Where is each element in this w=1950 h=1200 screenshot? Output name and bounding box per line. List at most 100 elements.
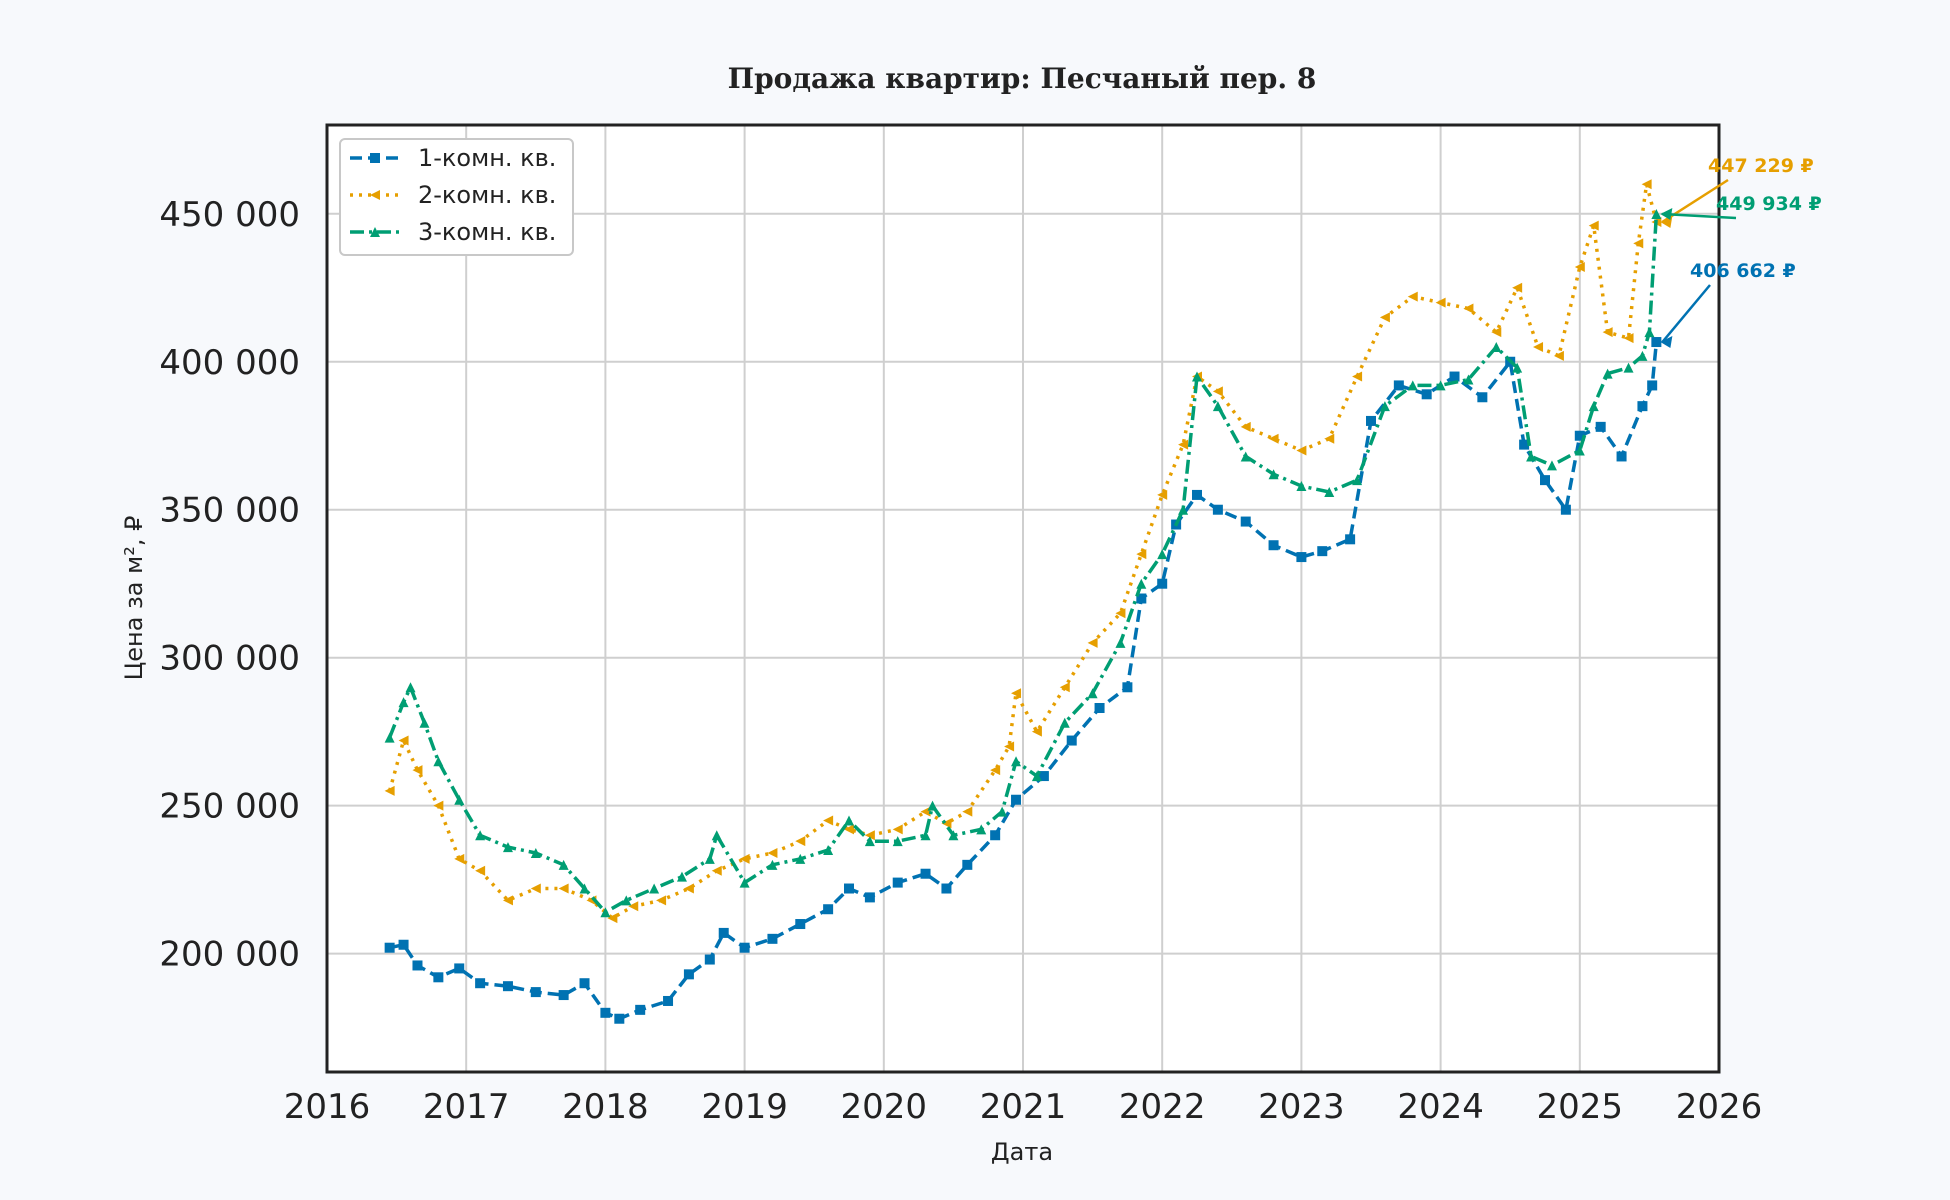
data-point: [920, 868, 931, 879]
annotation-arrowhead: [1660, 336, 1673, 349]
data-point: [1540, 475, 1550, 486]
data-point: [1633, 238, 1644, 249]
data-point: [1526, 451, 1537, 462]
data-point: [1616, 451, 1627, 462]
x-tick-label: 2022: [1119, 1087, 1206, 1127]
data-point: [1115, 608, 1126, 619]
data-point: [1031, 726, 1042, 737]
data-point: [997, 806, 1008, 817]
data-point: [1136, 578, 1147, 589]
data-point: [398, 735, 409, 746]
annotation-label: 406 662 ₽: [1690, 260, 1796, 282]
data-point: [1011, 688, 1022, 699]
data-point: [1011, 794, 1022, 805]
data-point: [1240, 516, 1251, 527]
data-point: [530, 848, 541, 859]
data-point: [1094, 702, 1105, 713]
data-point: [739, 877, 750, 888]
data-point: [1178, 504, 1189, 515]
data-point: [412, 960, 423, 971]
data-point: [1647, 380, 1658, 391]
data-point: [1366, 415, 1376, 426]
annotation-label: 447 229 ₽: [1708, 155, 1814, 177]
series-line: [387, 182, 1659, 920]
data-point: [990, 765, 1001, 776]
data-point: [941, 818, 952, 829]
series-2: [384, 179, 1662, 924]
data-point: [1644, 327, 1655, 338]
data-point: [1059, 682, 1070, 693]
annotation-arrow: [1662, 212, 1737, 220]
series-line: [389, 341, 1659, 1021]
data-point: [579, 978, 590, 989]
data-point: [704, 954, 715, 965]
y-tick-label: 350 000: [159, 491, 300, 531]
data-point: [1268, 469, 1279, 480]
data-point: [558, 859, 569, 870]
data-point: [1463, 374, 1474, 385]
data-point: [1157, 578, 1168, 589]
data-point: [1157, 549, 1168, 560]
data-point: [1345, 534, 1356, 545]
data-point: [1268, 540, 1279, 551]
data-point: [1136, 549, 1147, 560]
data-point: [454, 794, 465, 805]
legend-item: 1-комн. кв.: [350, 144, 556, 172]
data-point: [844, 815, 854, 826]
data-point: [502, 842, 513, 853]
data-point: [530, 883, 541, 894]
data-point: [1595, 421, 1606, 432]
data-point: [1574, 262, 1585, 273]
data-point: [1059, 717, 1070, 728]
data-point: [683, 969, 694, 980]
data-point: [1519, 439, 1530, 450]
data-point: [892, 836, 903, 847]
legend: 1-комн. кв. 2-комн. кв. 3-комн. кв.: [339, 138, 574, 256]
data-point: [676, 871, 687, 882]
data-point: [795, 853, 806, 864]
data-point: [384, 732, 395, 743]
data-point: [962, 859, 973, 870]
data-point: [1324, 486, 1335, 497]
x-tick-label: 2020: [841, 1087, 928, 1127]
x-tick-label: 2021: [980, 1087, 1067, 1127]
annotation-label: 449 934 ₽: [1716, 193, 1822, 215]
data-point: [433, 800, 444, 811]
y-tick-label: 200 000: [159, 935, 300, 975]
data-point: [767, 859, 778, 870]
legend-box: [339, 138, 574, 256]
data-point: [1574, 430, 1585, 441]
x-tick-label: 2017: [423, 1087, 510, 1127]
legend-marker: [370, 153, 380, 163]
data-point: [628, 901, 639, 912]
data-point: [1157, 489, 1168, 500]
data-point: [1463, 303, 1474, 314]
data-point: [948, 830, 959, 841]
y-tick-label: 250 000: [159, 787, 300, 827]
data-point: [1602, 327, 1613, 338]
data-point: [1087, 688, 1098, 699]
data-point: [1421, 389, 1432, 400]
data-point: [739, 853, 750, 864]
data-point: [649, 883, 660, 894]
data-point: [1641, 179, 1652, 190]
data-point: [433, 756, 444, 767]
legend-item: 3-комн. кв.: [350, 218, 556, 246]
data-point: [1379, 312, 1390, 323]
data-point: [656, 895, 667, 906]
data-point: [558, 990, 569, 1001]
data-point: [1115, 637, 1126, 648]
y-tick-label: 400 000: [159, 343, 300, 383]
data-point: [823, 845, 834, 856]
data-point: [1546, 460, 1557, 471]
data-point: [795, 836, 806, 847]
data-point: [1296, 445, 1307, 456]
y-tick-label: 300 000: [159, 639, 300, 679]
series-3: [384, 208, 1662, 918]
data-point: [1178, 439, 1189, 450]
x-tick-label: 2023: [1258, 1087, 1345, 1127]
data-point: [976, 824, 987, 835]
data-point: [1192, 489, 1202, 500]
data-point: [454, 963, 465, 974]
